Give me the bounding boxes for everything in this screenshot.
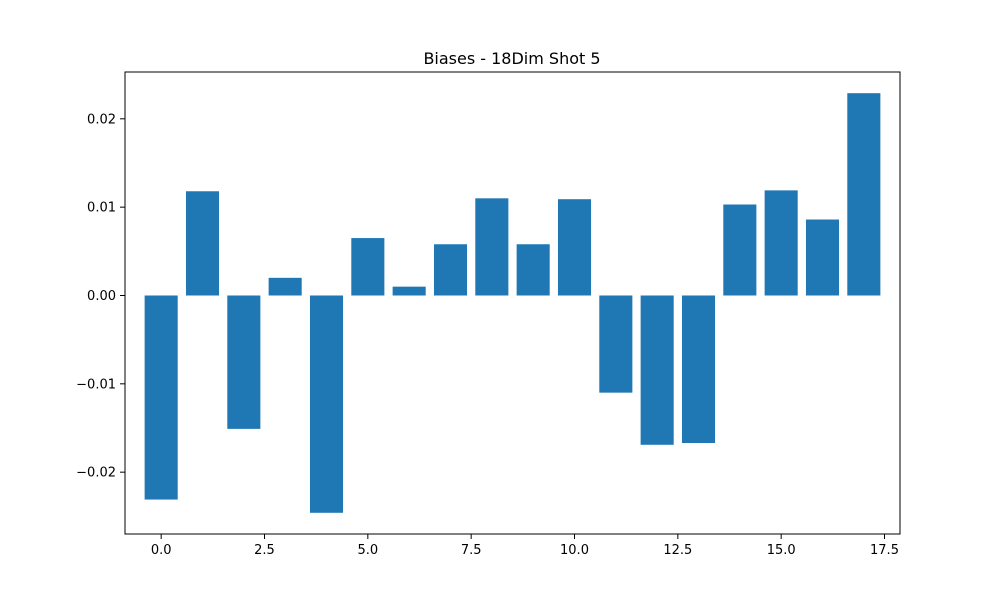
bar-16 — [805, 219, 840, 296]
x-tick-label: 12.5 — [663, 543, 692, 558]
y-axis: −0.02 −0.01 0.00 0.01 0.02 — [76, 112, 125, 481]
x-tick-label: 7.5 — [461, 543, 482, 558]
bar-11 — [599, 295, 633, 393]
bar-17 — [847, 93, 881, 296]
bar-15 — [764, 190, 798, 296]
bar-7 — [433, 244, 468, 296]
x-tick-label: 10.0 — [560, 543, 589, 558]
x-tick-label: 0.0 — [151, 543, 172, 558]
bar-5 — [351, 238, 385, 296]
bars-group — [144, 93, 881, 513]
y-tick-label: −0.02 — [76, 466, 116, 481]
x-tick-label: 5.0 — [357, 543, 378, 558]
y-tick-label: 0.02 — [87, 112, 116, 127]
bar-9 — [516, 244, 550, 296]
bar-0 — [144, 295, 178, 500]
bar-10 — [557, 199, 592, 296]
bar-12 — [640, 295, 674, 445]
bar-8 — [475, 198, 509, 296]
x-tick-label: 15.0 — [767, 543, 796, 558]
y-tick-label: 0.00 — [87, 289, 116, 304]
y-tick-label: 0.01 — [87, 201, 116, 216]
x-tick-label: 17.5 — [870, 543, 899, 558]
x-axis: 0.0 2.5 5.0 7.5 10.0 12.5 15.0 17.5 — [151, 534, 899, 558]
bar-2 — [227, 295, 261, 429]
x-tick-label: 2.5 — [254, 543, 275, 558]
bar-13 — [681, 295, 716, 444]
bar-4 — [309, 295, 344, 513]
chart-title: Biases - 18Dim Shot 5 — [423, 49, 600, 68]
bar-6 — [392, 286, 426, 296]
y-tick-label: −0.01 — [76, 377, 116, 392]
bar-1 — [185, 191, 220, 296]
plot-frame — [124, 71, 901, 535]
bar-3 — [268, 277, 302, 296]
bar-14 — [723, 204, 757, 296]
